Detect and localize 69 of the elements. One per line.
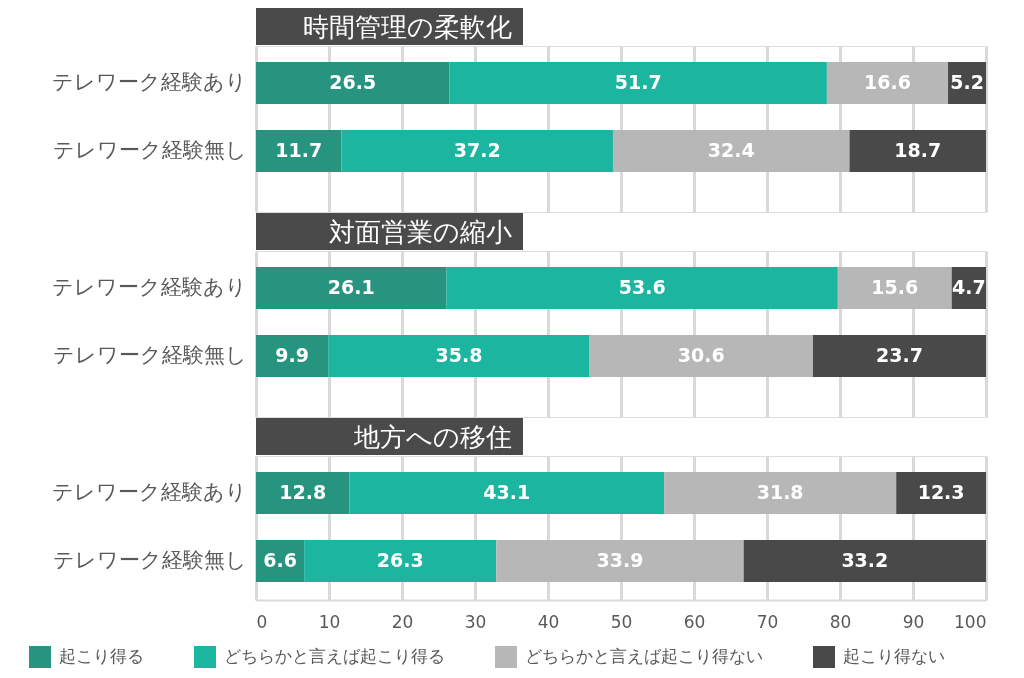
data-label: 43.1: [483, 481, 531, 503]
data-label: 53.6: [618, 276, 666, 298]
data-label: 5.2: [950, 71, 984, 93]
y-tick-label: テレワーク経験無し: [52, 343, 247, 367]
data-label: 11.7: [275, 139, 323, 161]
bar: [328, 335, 590, 377]
bar: [256, 62, 450, 104]
bar: [896, 472, 986, 514]
data-label: 37.2: [453, 139, 501, 161]
data-label: 51.7: [614, 71, 662, 93]
x-tick-label: 0: [256, 611, 268, 632]
bar: [449, 62, 827, 104]
y-tick-label: テレワーク経験無し: [52, 138, 247, 162]
y-tick-label: テレワーク経験あり: [51, 275, 247, 299]
x-tick-label: 50: [610, 611, 633, 632]
x-tick-label: 10: [318, 611, 341, 632]
bar: [612, 130, 850, 172]
x-tick-label: 70: [756, 611, 779, 632]
chart-title: 対面営業の縮小: [329, 216, 512, 247]
data-label: 4.7: [952, 276, 986, 298]
data-label: 26.1: [327, 276, 375, 298]
bar: [256, 335, 329, 377]
bar: [589, 335, 813, 377]
x-tick-label: 90: [902, 611, 925, 632]
bar: [446, 267, 838, 309]
y-tick-label: テレワーク経験あり: [51, 480, 247, 504]
bar: [812, 335, 986, 377]
legend-label: 起こり得ない: [843, 646, 945, 666]
bar: [341, 130, 613, 172]
data-label: 23.7: [876, 344, 923, 366]
bar: [837, 267, 952, 309]
bar: [496, 540, 744, 582]
legend-label: 起こり得る: [59, 646, 144, 666]
data-label: 26.3: [376, 549, 424, 571]
data-label: 16.6: [864, 71, 911, 93]
bar: [849, 130, 986, 172]
x-tick-label: 80: [829, 611, 852, 632]
legend-label: どちらかと言えば起こり得る: [224, 646, 445, 666]
data-label: 33.9: [596, 549, 644, 571]
data-label: 15.6: [871, 276, 919, 298]
bar: [664, 472, 897, 514]
x-tick-label: 100: [954, 611, 987, 632]
data-label: 12.3: [917, 481, 965, 503]
bar: [256, 472, 350, 514]
data-label: 9.9: [275, 344, 309, 366]
data-label: 26.5: [329, 71, 377, 93]
data-label: 35.8: [435, 344, 483, 366]
legend-label: どちらかと言えば起こり得ない: [525, 646, 763, 666]
data-label: 12.8: [279, 481, 327, 503]
chart-title: 時間管理の柔軟化: [303, 11, 512, 42]
y-tick-label: テレワーク経験あり: [51, 70, 247, 94]
data-label: 31.8: [756, 481, 804, 503]
bar: [256, 267, 447, 309]
data-label: 18.7: [894, 139, 942, 161]
x-tick-label: 40: [537, 611, 560, 632]
bar: [349, 472, 665, 514]
data-label: 30.6: [677, 344, 725, 366]
bar: [304, 540, 497, 582]
bar: [256, 130, 342, 172]
chart-title: 地方への移住: [353, 421, 512, 452]
data-label: 6.6: [263, 549, 297, 571]
data-label: 33.2: [841, 549, 889, 571]
bar: [826, 62, 949, 104]
y-tick-label: テレワーク経験無し: [52, 548, 247, 572]
data-label: 32.4: [707, 139, 755, 161]
x-tick-label: 30: [464, 611, 487, 632]
x-tick-label: 60: [683, 611, 706, 632]
bar: [743, 540, 986, 582]
x-tick-label: 20: [391, 611, 414, 632]
